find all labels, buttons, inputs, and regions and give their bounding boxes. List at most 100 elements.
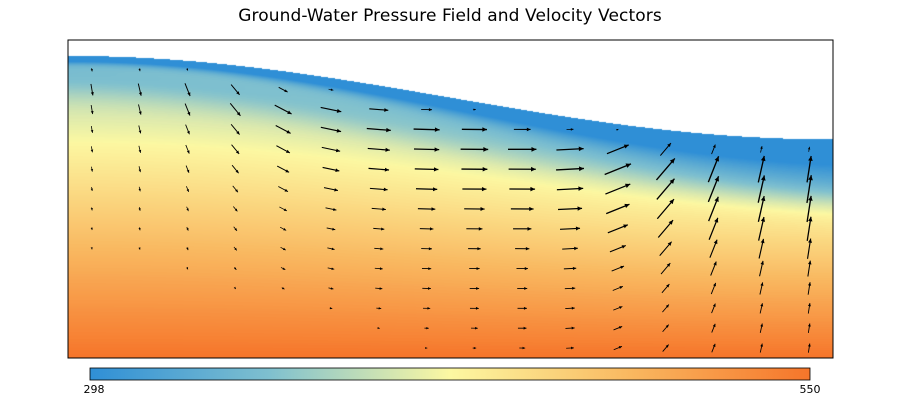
velocity-vector-head (333, 207, 337, 211)
velocity-vector-head (760, 146, 763, 149)
velocity-vector-head (427, 287, 431, 290)
velocity-vector-head (808, 175, 813, 181)
velocity-vector-head (186, 169, 190, 173)
velocity-vector-head (578, 146, 584, 152)
colorbar-max-label: 550 (799, 383, 821, 396)
velocity-vector-head (187, 92, 191, 97)
velocity-vector-head (283, 208, 287, 211)
velocity-vector-head (808, 195, 813, 201)
velocity-vector-head (665, 344, 669, 348)
velocity-vector-head (808, 216, 813, 222)
velocity-vector-head (572, 286, 576, 290)
velocity-vector-head (760, 238, 765, 244)
velocity-vector-head (624, 183, 631, 188)
velocity-vector-head (384, 108, 389, 112)
velocity-vector-head (334, 188, 338, 192)
velocity-vectors (90, 68, 813, 353)
velocity-vector-head (331, 247, 335, 251)
velocity-vector-head (90, 208, 93, 211)
colorbar (89, 367, 811, 381)
velocity-vector-head (522, 346, 526, 350)
velocity-vector-head (480, 207, 485, 211)
velocity-vector-head (669, 158, 675, 164)
velocity-vector-head (577, 206, 583, 211)
velocity-vector-head (476, 267, 480, 271)
velocity-vector-head (235, 169, 239, 174)
velocity-vector-head (666, 263, 671, 267)
velocity-vector-head (478, 227, 483, 231)
velocity-vector-head (668, 220, 674, 225)
velocity-vector-head (530, 186, 536, 192)
velocity-vector-head (428, 247, 432, 251)
velocity-vector-head (619, 286, 623, 289)
velocity-vector-head (90, 169, 94, 172)
velocity-vector-head (760, 175, 766, 181)
velocity-vector-head (138, 247, 141, 250)
velocity-vector-head (379, 267, 383, 271)
velocity-vector-head (523, 306, 527, 310)
velocity-vector-head (138, 208, 141, 211)
velocity-vector-head (428, 267, 432, 271)
velocity-vector-head (382, 207, 386, 211)
velocity-vector-head (236, 91, 240, 95)
velocity-vector-head (807, 146, 811, 150)
velocity-vector-head (234, 247, 237, 251)
velocity-vector-head (234, 267, 237, 270)
velocity-vector-head (523, 326, 527, 330)
velocity-vector-head (619, 306, 623, 309)
velocity-vector-head (531, 146, 537, 152)
velocity-vector-head (187, 111, 191, 116)
velocity-vector-head (714, 156, 719, 162)
velocity-vector-head (90, 247, 93, 250)
velocity-vector-head (186, 68, 189, 71)
velocity-vector-head (666, 284, 670, 288)
velocity-vector-head (483, 147, 489, 152)
velocity-vector-head (330, 88, 334, 91)
velocity-vector-head (90, 92, 94, 96)
velocity-vector-head (808, 155, 813, 162)
velocity-vector-head (714, 176, 719, 182)
colorbar-min-label: 298 (83, 383, 105, 396)
velocity-vector-head (665, 324, 669, 328)
velocity-vector-head (378, 307, 382, 310)
velocity-vector-head (620, 265, 625, 269)
velocity-vector-head (425, 346, 428, 350)
velocity-vector-head (524, 286, 528, 290)
velocity-vector-head (283, 228, 287, 231)
velocity-vector-head (623, 224, 628, 229)
velocity-vector-head (287, 110, 292, 115)
velocity-vector-head (618, 326, 623, 329)
velocity-vector-head (807, 343, 811, 347)
velocity-vector-head (282, 267, 286, 270)
velocity-vector-head (336, 128, 342, 133)
velocity-vector-head (90, 68, 93, 72)
velocity-vector-head (138, 149, 142, 153)
velocity-vector-head (235, 189, 238, 193)
pressure-field-image (68, 40, 833, 358)
velocity-vector-head (760, 260, 764, 265)
velocity-vector-head (665, 304, 669, 308)
velocity-vector-head (760, 323, 764, 327)
velocity-vector-head (335, 148, 341, 153)
velocity-vector-head (572, 266, 577, 270)
velocity-vector-head (624, 203, 630, 209)
velocity-vector-head (90, 227, 93, 231)
velocity-vector-head (186, 130, 190, 135)
velocity-vector-head (714, 196, 719, 202)
chart-title: Ground-Water Pressure Field and Velocity… (238, 6, 662, 26)
velocity-vector-head (138, 92, 142, 96)
velocity-vector-head (90, 188, 93, 191)
velocity-vector-head (138, 68, 141, 72)
velocity-vector-head (90, 110, 94, 115)
velocity-vector-head (284, 89, 288, 93)
velocity-vector-head (529, 206, 534, 212)
velocity-vector-head (473, 108, 476, 111)
velocity-vector-head (475, 326, 478, 330)
velocity-vector-head (808, 238, 812, 243)
velocity-vector-head (623, 144, 629, 149)
velocity-vector-head (475, 306, 479, 310)
velocity-vector-head (760, 217, 766, 222)
velocity-vector-head (284, 188, 288, 192)
velocity-vector-head (760, 303, 764, 307)
